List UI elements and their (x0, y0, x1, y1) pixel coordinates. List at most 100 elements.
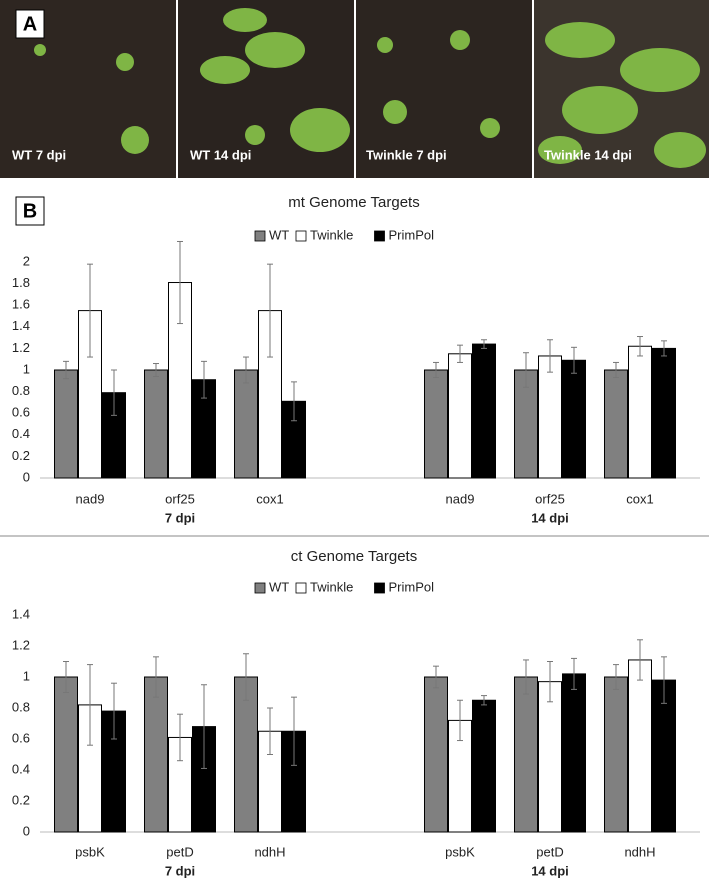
bar (424, 676, 448, 833)
x-tick-label: orf25 (165, 491, 195, 506)
error-bar (243, 356, 249, 384)
y-tick-label: 0 (23, 823, 30, 838)
error-bar (613, 664, 619, 690)
legend-label: PrimPol (389, 579, 435, 594)
y-tick-label: 0.8 (12, 383, 30, 398)
legend-label: Twinkle (310, 579, 353, 594)
error-bar (637, 336, 643, 357)
y-tick-label: 0 (23, 469, 30, 484)
group-label: 7 dpi (165, 863, 195, 878)
bar (538, 681, 562, 833)
error-bar (523, 659, 529, 695)
y-tick-label: 0.6 (12, 730, 30, 745)
photo-label: Twinkle 14 dpi (544, 147, 632, 162)
error-bar (87, 664, 93, 746)
y-tick-label: 1.4 (12, 318, 30, 333)
legend-swatch (254, 230, 266, 242)
bar (604, 369, 628, 479)
bar (652, 347, 676, 479)
bar (538, 355, 562, 479)
y-tick-label: 2 (23, 253, 30, 268)
error-bar (153, 656, 159, 698)
x-tick-label: nad9 (76, 491, 105, 506)
photo-panel: A WT 7 dpi WT 14 dpi Twinkle 7 dpi Twink… (0, 0, 709, 178)
x-tick-label: psbK (445, 844, 475, 859)
y-tick-label: 0.4 (12, 426, 30, 441)
x-tick-label: petD (166, 844, 193, 859)
bar (514, 676, 538, 833)
panel-letter: B (23, 200, 37, 222)
y-tick-label: 0.8 (12, 699, 30, 714)
error-bar (201, 360, 207, 399)
y-tick-label: 0.4 (12, 761, 30, 776)
plants (34, 8, 706, 168)
bar (628, 659, 652, 833)
error-bar (661, 340, 667, 357)
bar (562, 359, 586, 479)
bar (54, 369, 78, 479)
photo-label: Twinkle 7 dpi (366, 147, 447, 162)
error-bar (177, 713, 183, 762)
legend-label: WT (269, 579, 289, 594)
error-bar (433, 361, 439, 379)
error-bar (111, 682, 117, 740)
error-bar (243, 653, 249, 701)
error-bar (457, 344, 463, 363)
photo-label: WT 14 dpi (190, 147, 251, 162)
bar (562, 673, 586, 833)
error-bar (63, 661, 69, 693)
bar (144, 369, 168, 479)
y-tick-label: 0.2 (12, 448, 30, 463)
error-bar (547, 339, 553, 373)
bar (54, 676, 78, 833)
error-bar (481, 695, 487, 706)
panel-letter-box (15, 9, 45, 39)
y-tick-label: 1.8 (12, 275, 30, 290)
y-tick-label: 1.6 (12, 297, 30, 312)
bar (234, 369, 258, 479)
legend-swatch (295, 230, 307, 242)
bar (472, 343, 496, 479)
error-bar (63, 360, 69, 380)
error-bar (661, 656, 667, 704)
group-label: 14 dpi (531, 510, 569, 525)
error-bar (547, 661, 553, 703)
error-bar (571, 346, 577, 374)
photo (356, 0, 532, 178)
bar (628, 345, 652, 479)
legend-swatch (254, 582, 266, 594)
error-bar (153, 363, 159, 377)
error-bar (637, 639, 643, 681)
x-tick-label: cox1 (256, 491, 283, 506)
bar (604, 676, 628, 833)
y-tick-label: 0.6 (12, 405, 30, 420)
legend-swatch (295, 582, 307, 594)
legend-swatch (374, 230, 385, 242)
error-bar (613, 361, 619, 379)
error-bar (523, 352, 529, 388)
legend-label: PrimPol (389, 227, 435, 242)
chart-title: ct Genome Targets (291, 548, 417, 565)
x-tick-label: ndhH (254, 844, 285, 859)
error-bar (457, 699, 463, 742)
panel-letter-box (15, 196, 45, 226)
legend-label: Twinkle (310, 227, 353, 242)
error-bar (177, 240, 183, 325)
y-tick-label: 1.2 (12, 637, 30, 652)
error-bar (87, 263, 93, 358)
y-tick-label: 1 (23, 668, 30, 683)
legend-label: WT (269, 227, 289, 242)
photo-label: WT 7 dpi (12, 147, 66, 162)
group-label: 14 dpi (531, 863, 569, 878)
x-tick-label: orf25 (535, 491, 565, 506)
error-bar (267, 707, 273, 755)
bar (472, 699, 496, 833)
bar (424, 369, 448, 479)
error-bar (201, 684, 207, 769)
error-bar (433, 665, 439, 689)
x-tick-label: cox1 (626, 491, 653, 506)
x-tick-label: psbK (75, 844, 105, 859)
group-label: 7 dpi (165, 510, 195, 525)
error-bar (571, 657, 577, 690)
